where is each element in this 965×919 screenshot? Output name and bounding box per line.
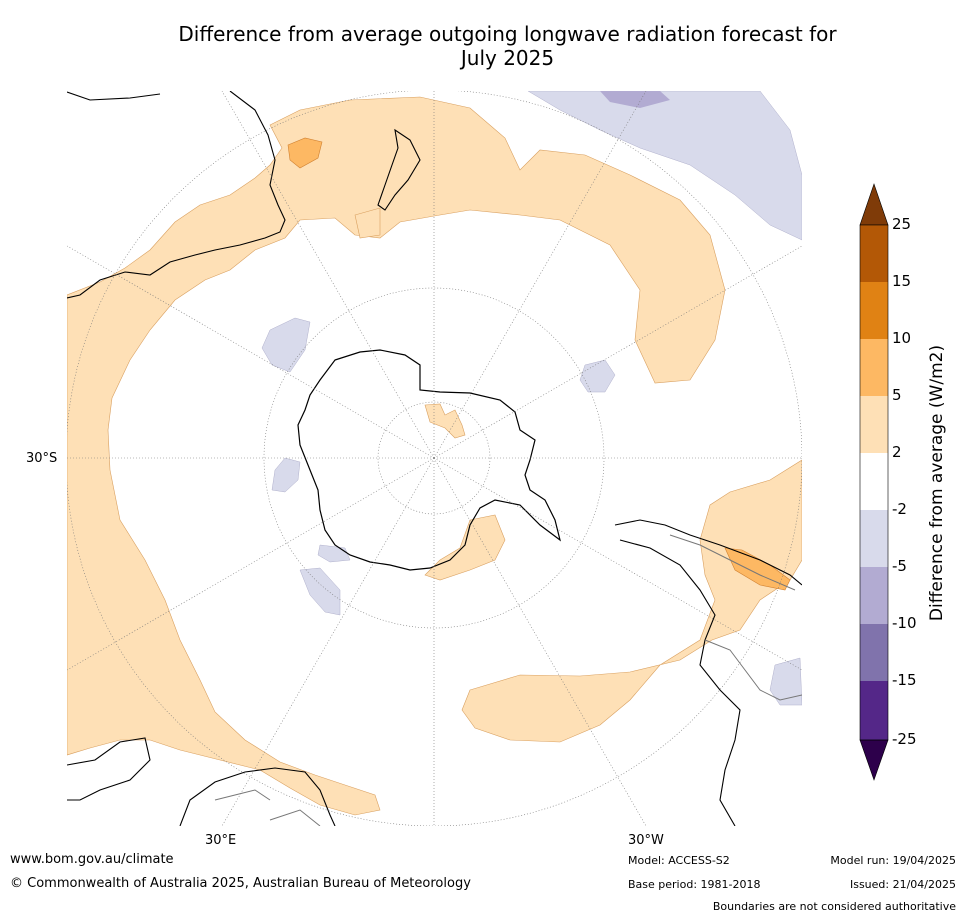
negative-patch-3: [271, 457, 301, 493]
colorbar-neg10-neg5: [860, 567, 888, 624]
map-frame: [67, 91, 802, 826]
colorbar-title: Difference from average (W/m2): [927, 344, 947, 622]
colorbar-tick-5: 5: [892, 386, 902, 404]
madagascar-coastline: [377, 128, 421, 211]
anomaly-hotspot-southeast: [724, 547, 791, 591]
footer-disclaimer: Boundaries are not considered authoritat…: [712, 900, 956, 913]
negative-patch-5: [299, 567, 341, 616]
graticule: [67, 91, 802, 826]
anomaly-region-southeast: [461, 459, 802, 743]
lon-label-30w: 30°W: [628, 833, 664, 848]
colorbar-tick-15: 15: [892, 272, 912, 290]
anomaly-region-antarctic: [424, 514, 506, 581]
africa-coastline: [67, 91, 286, 299]
anomaly-hotspot-north: [287, 137, 323, 169]
footer-model-run: Model run: 19/04/2025: [830, 854, 956, 867]
latitude-circle-80s: [377, 401, 491, 515]
negative-anomaly-regions: [261, 91, 802, 706]
positive-anomaly-regions: [67, 96, 802, 816]
colorbar-tick-25: 25: [892, 215, 912, 233]
moderate-negative-regions: [600, 91, 670, 108]
colorbar-tick-10: 10: [892, 329, 912, 347]
moderate-positive-regions: [287, 137, 791, 591]
australia-inland: [214, 789, 321, 826]
colorbar: [859, 183, 889, 781]
negative-patch-1: [261, 317, 311, 373]
anomaly-patch-2: [354, 207, 381, 239]
colorbar-tick-2: 2: [892, 443, 902, 461]
colorbar-15-25: [860, 225, 888, 282]
negative-hotspot-north: [600, 91, 670, 108]
colorbar-tick-neg15: -15: [892, 671, 917, 689]
lon-label-30e: 30°E: [205, 833, 237, 848]
negative-patch-2: [579, 359, 616, 393]
colorbar-tick-neg2: -2: [892, 500, 907, 518]
colorbar-neg5-neg2: [860, 510, 888, 567]
colorbar-10-15: [860, 282, 888, 339]
footer-issued: Issued: 21/04/2025: [849, 878, 956, 891]
colorbar-outline: [859, 224, 889, 741]
south-america-inland: [669, 534, 802, 701]
colorbar-tick-neg5: -5: [892, 557, 907, 575]
footer-model: Model: ACCESS-S2: [628, 854, 730, 867]
colorbar-neg25-neg15: [860, 681, 888, 740]
south-america-coastline: [614, 519, 802, 826]
anomaly-patch-1: [424, 403, 466, 439]
anomaly-region-west: [67, 96, 726, 816]
lat-label-30s: 30°S: [26, 451, 58, 466]
australia-coastline: [67, 737, 336, 826]
negative-region-northeast: [527, 91, 802, 241]
negative-patch-6: [769, 657, 802, 706]
colorbar-5-10: [860, 339, 888, 396]
title-line-1: Difference from average outgoing longwav…: [178, 22, 837, 46]
colorbar-2-5: [860, 396, 888, 453]
antarctica-coastline: [297, 349, 561, 571]
colorbar-tick-neg10: -10: [892, 614, 917, 632]
footer-base-period: Base period: 1981-2018: [628, 878, 761, 891]
colorbar-neg15-neg10: [860, 624, 888, 681]
colorbar-tick-neg25: -25: [892, 730, 917, 748]
colorbar-extend-top: [859, 183, 889, 226]
footer-copyright: © Commonwealth of Australia 2025, Austra…: [10, 876, 471, 891]
map-title: Difference from average outgoing longwav…: [60, 22, 955, 70]
title-line-2: July 2025: [460, 46, 555, 70]
footer-website: www.bom.gov.au/climate: [10, 852, 174, 867]
colorbar-neg2-2: [860, 453, 888, 510]
colorbar-extend-bottom: [859, 739, 889, 781]
latitude-circle-60s: [263, 287, 605, 629]
